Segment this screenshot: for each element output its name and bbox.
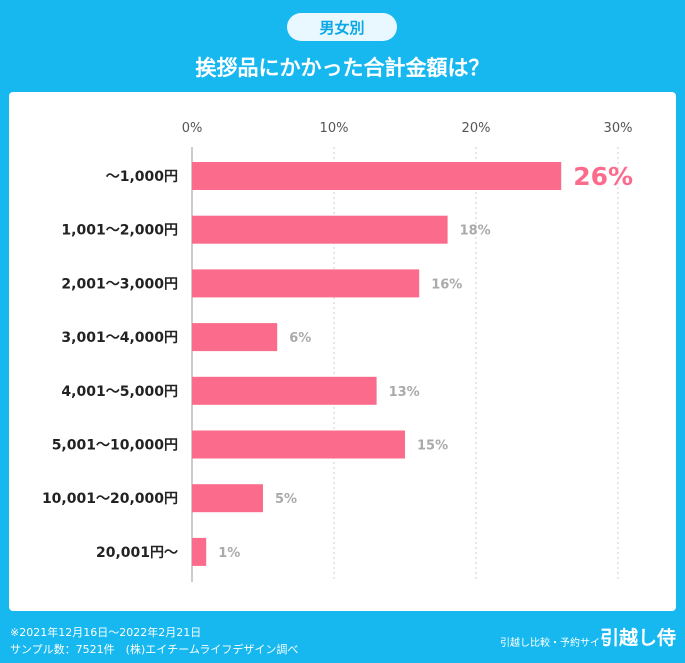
category-badge: 男女別 (287, 13, 397, 41)
highlight-value-label: 26% (573, 162, 633, 191)
page-title: 挨拶品にかかった合計金額は？ (195, 56, 490, 80)
value-label: 13% (389, 385, 420, 400)
bar (192, 269, 420, 298)
value-label: 18% (460, 224, 491, 239)
category-label: 4,001〜5,000円 (61, 384, 178, 400)
value-label: 5% (275, 492, 297, 507)
bar (192, 537, 207, 566)
bar (192, 376, 377, 405)
category-label: 5,001〜10,000円 (52, 438, 178, 454)
x-tick-label: 10% (320, 121, 349, 136)
category-label: 〜1,000円 (106, 169, 178, 185)
category-label: 2,001〜3,000円 (61, 276, 178, 292)
value-label: 15% (417, 439, 448, 454)
bar (192, 430, 405, 459)
category-label: 10,001〜20,000円 (42, 491, 178, 507)
site-tagline: 引越し比較・予約サイト (500, 638, 610, 649)
bar (192, 215, 448, 244)
x-tick-label: 30% (604, 121, 633, 136)
sample-size-note: サンプル数：7521件 (株)エイチームライフデザイン調べ (10, 643, 299, 656)
survey-period-note: ※2021年12月16日〜2022年2月21日 (10, 626, 202, 639)
site-logo: 引越し侍 (600, 627, 677, 649)
chart-panel: 0% 10% 20% 30% 〜1,000円 26% 1,001〜2,000円 18% 2,00… (9, 92, 676, 611)
bar (192, 323, 278, 352)
bar (192, 162, 562, 190)
x-tick-label: 20% (462, 121, 491, 136)
category-label: 3,001〜4,000円 (61, 330, 178, 346)
bar (192, 484, 263, 513)
value-label: 6% (289, 331, 311, 346)
value-label: 1% (218, 546, 240, 561)
category-label: 1,001〜2,000円 (61, 223, 178, 239)
value-label: 16% (431, 277, 462, 292)
bar-chart: 0% 10% 20% 30% 〜1,000円 26% 1,001〜2,000円 18% 2,00… (42, 121, 633, 582)
x-tick-label: 0% (182, 121, 203, 136)
category-label: 20,001円〜 (96, 545, 178, 561)
